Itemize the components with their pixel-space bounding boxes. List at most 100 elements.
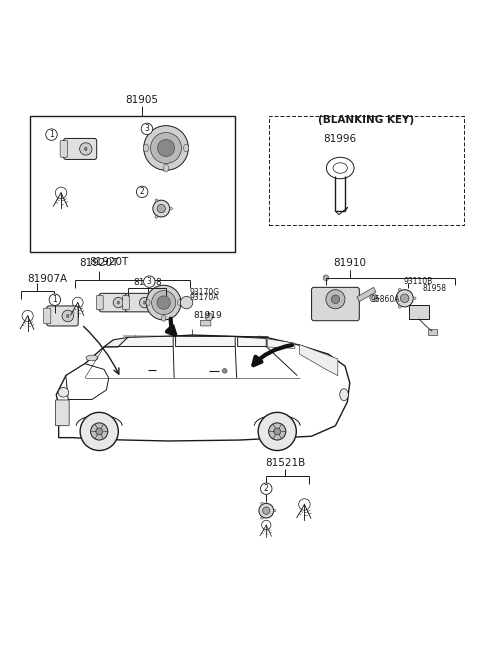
Polygon shape [268, 339, 295, 348]
Circle shape [205, 313, 213, 321]
Text: 81910: 81910 [333, 258, 366, 268]
Circle shape [157, 204, 166, 213]
Circle shape [258, 412, 296, 450]
Circle shape [96, 428, 103, 435]
Circle shape [141, 123, 153, 135]
FancyBboxPatch shape [44, 308, 51, 324]
Text: 2: 2 [264, 484, 269, 493]
FancyBboxPatch shape [123, 296, 130, 310]
Ellipse shape [340, 389, 348, 400]
Circle shape [139, 298, 150, 308]
Polygon shape [118, 336, 173, 346]
Ellipse shape [117, 301, 120, 304]
Ellipse shape [261, 502, 264, 505]
Ellipse shape [261, 517, 264, 519]
Circle shape [46, 129, 57, 141]
FancyBboxPatch shape [55, 400, 69, 426]
Text: 81958: 81958 [133, 278, 162, 287]
Text: 81920T: 81920T [80, 258, 119, 268]
Polygon shape [357, 287, 376, 301]
Text: 3: 3 [144, 124, 149, 133]
Ellipse shape [183, 144, 189, 152]
Polygon shape [104, 337, 128, 347]
Ellipse shape [413, 297, 416, 299]
Polygon shape [300, 344, 338, 376]
FancyBboxPatch shape [96, 296, 103, 310]
Circle shape [269, 423, 286, 440]
Circle shape [153, 200, 169, 217]
Circle shape [323, 275, 329, 281]
Circle shape [80, 143, 92, 155]
Circle shape [91, 423, 108, 440]
Circle shape [136, 186, 148, 198]
Ellipse shape [398, 288, 401, 291]
Circle shape [113, 298, 123, 308]
Circle shape [144, 276, 155, 287]
Circle shape [274, 428, 281, 435]
Text: 81907A: 81907A [28, 273, 68, 284]
Text: 93110B: 93110B [404, 277, 433, 286]
Text: (BLANKING KEY): (BLANKING KEY) [318, 115, 415, 125]
Polygon shape [66, 364, 109, 400]
Ellipse shape [326, 158, 354, 179]
Ellipse shape [146, 299, 150, 305]
Circle shape [263, 507, 270, 514]
Ellipse shape [274, 510, 276, 512]
Text: 93170G: 93170G [190, 288, 220, 297]
Circle shape [261, 483, 272, 495]
Circle shape [331, 295, 340, 303]
Text: 81996: 81996 [324, 134, 357, 145]
Circle shape [62, 310, 73, 322]
Circle shape [222, 368, 227, 373]
Circle shape [180, 296, 193, 309]
FancyBboxPatch shape [99, 294, 128, 312]
Ellipse shape [177, 299, 181, 305]
Text: 81919: 81919 [193, 311, 222, 320]
FancyBboxPatch shape [409, 305, 429, 319]
Circle shape [152, 290, 176, 314]
Text: 81920T: 81920T [89, 256, 128, 267]
Circle shape [80, 412, 118, 450]
Ellipse shape [155, 215, 158, 218]
Polygon shape [176, 336, 235, 346]
FancyBboxPatch shape [428, 329, 437, 335]
Text: 2: 2 [140, 187, 144, 197]
Polygon shape [56, 335, 350, 441]
Text: 1: 1 [52, 296, 57, 304]
Ellipse shape [155, 199, 158, 201]
Text: 81905: 81905 [126, 94, 159, 105]
Ellipse shape [67, 314, 69, 318]
Circle shape [157, 139, 175, 156]
Circle shape [400, 294, 409, 303]
Ellipse shape [164, 164, 168, 172]
Text: 93170A: 93170A [190, 294, 219, 302]
Ellipse shape [169, 207, 172, 210]
Circle shape [144, 126, 188, 171]
Ellipse shape [58, 387, 69, 397]
Circle shape [146, 285, 181, 320]
Text: 1: 1 [49, 130, 54, 139]
FancyBboxPatch shape [60, 141, 68, 157]
Text: 81521B: 81521B [265, 458, 305, 467]
Circle shape [259, 503, 274, 518]
Ellipse shape [84, 147, 87, 151]
FancyBboxPatch shape [125, 294, 154, 312]
Circle shape [157, 296, 170, 309]
Ellipse shape [398, 305, 401, 308]
Polygon shape [238, 337, 266, 346]
Circle shape [396, 290, 413, 307]
FancyBboxPatch shape [312, 287, 360, 321]
Ellipse shape [162, 315, 166, 321]
Text: 81958: 81958 [422, 284, 446, 293]
Circle shape [151, 133, 181, 163]
Ellipse shape [144, 144, 148, 152]
FancyBboxPatch shape [200, 320, 211, 326]
Circle shape [326, 290, 345, 309]
Circle shape [370, 294, 377, 301]
Ellipse shape [86, 355, 98, 361]
Text: 3: 3 [147, 277, 152, 286]
Ellipse shape [144, 301, 145, 304]
FancyBboxPatch shape [63, 139, 96, 159]
Ellipse shape [333, 163, 348, 173]
FancyBboxPatch shape [47, 306, 78, 326]
